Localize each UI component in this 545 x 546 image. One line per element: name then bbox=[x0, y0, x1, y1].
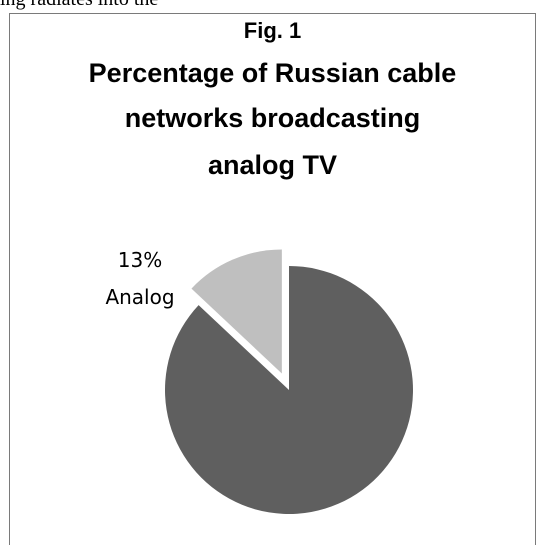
pie-chart: 13% Analog bbox=[105, 248, 413, 514]
chart-frame: Fig. 1 Percentage of Russian cable netwo… bbox=[9, 13, 536, 545]
slice-label-percent: 13% bbox=[118, 248, 162, 272]
slice-label-name: Analog bbox=[105, 285, 174, 309]
chart-title-line-3: analog TV bbox=[207, 150, 337, 180]
pie-slice-analog bbox=[191, 249, 282, 374]
pie-slice-remaining bbox=[164, 266, 413, 514]
figure-label: Fig. 1 bbox=[243, 18, 302, 43]
chart-title-line-1: Percentage of Russian cable bbox=[88, 58, 457, 88]
document-text-fragment: ing radiates into the bbox=[0, 0, 158, 11]
pie-slices bbox=[164, 249, 413, 514]
chart-title-line-2: networks broadcasting bbox=[124, 103, 421, 133]
